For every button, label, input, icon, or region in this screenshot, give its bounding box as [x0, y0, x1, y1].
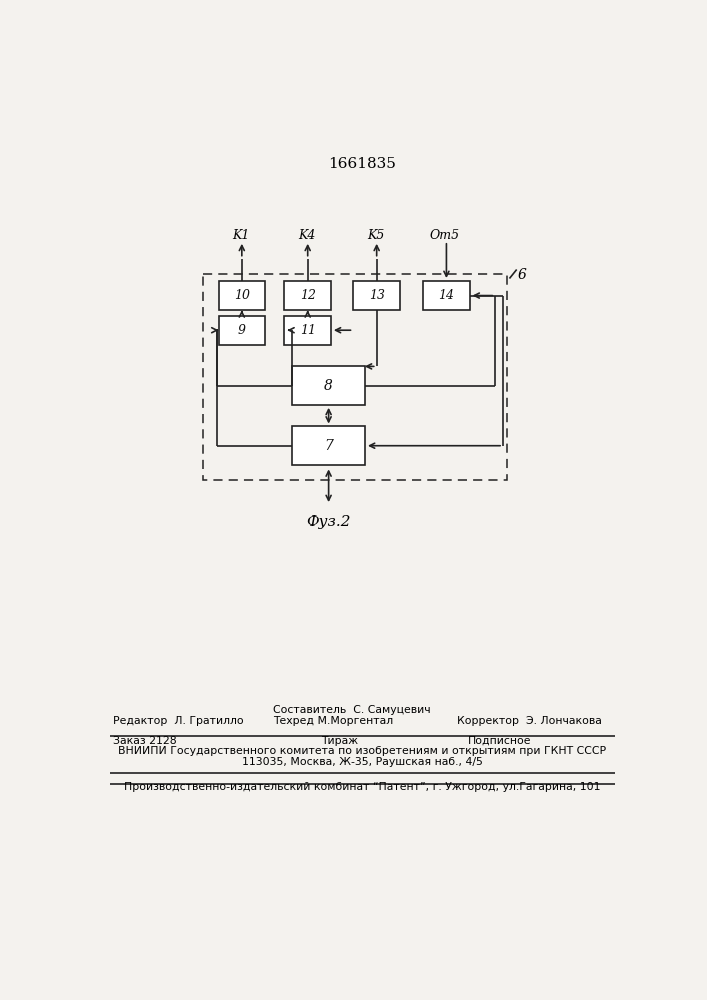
Text: 8: 8 — [325, 379, 333, 393]
Text: 11: 11 — [300, 324, 316, 337]
Text: 6: 6 — [518, 268, 527, 282]
Text: Подписное: Подписное — [468, 736, 532, 746]
Text: Тираж: Тираж — [321, 736, 358, 746]
Text: Производственно-издательский комбинат “Патент”, г. Ужгород, ул.Гагарина, 101: Производственно-издательский комбинат “П… — [124, 782, 600, 792]
Text: Заказ 2128: Заказ 2128 — [113, 736, 177, 746]
Text: 113035, Москва, Ж-35, Раушская наб., 4/5: 113035, Москва, Ж-35, Раушская наб., 4/5 — [242, 757, 482, 767]
Text: K1: K1 — [233, 229, 250, 242]
Text: Фуз.2: Фуз.2 — [306, 515, 351, 529]
Bar — [203, 274, 507, 480]
Text: 1661835: 1661835 — [328, 157, 396, 171]
Text: 7: 7 — [325, 439, 333, 453]
Text: 13: 13 — [368, 289, 385, 302]
Text: Составитель  С. Самуцевич: Составитель С. Самуцевич — [273, 705, 431, 715]
Bar — [218, 281, 265, 310]
Bar — [218, 316, 265, 345]
Bar — [423, 281, 469, 310]
Bar — [292, 366, 366, 405]
Bar — [284, 316, 331, 345]
Text: Корректор  Э. Лончакова: Корректор Э. Лончакова — [457, 716, 602, 726]
Bar — [284, 281, 331, 310]
Bar — [354, 281, 400, 310]
Text: Om5: Om5 — [429, 229, 459, 242]
Text: 12: 12 — [300, 289, 316, 302]
Text: 10: 10 — [234, 289, 250, 302]
Text: Техред М.Моргентал: Техред М.Моргентал — [273, 716, 393, 726]
Text: K4: K4 — [298, 229, 315, 242]
Bar — [292, 426, 366, 465]
Text: ВНИИПИ Государственного комитета по изобретениям и открытиям при ГКНТ СССР: ВНИИПИ Государственного комитета по изоб… — [118, 746, 606, 756]
Text: Редактор  Л. Гратилло: Редактор Л. Гратилло — [113, 716, 244, 726]
Text: 9: 9 — [238, 324, 246, 337]
Text: 14: 14 — [438, 289, 455, 302]
Text: K5: K5 — [367, 229, 385, 242]
